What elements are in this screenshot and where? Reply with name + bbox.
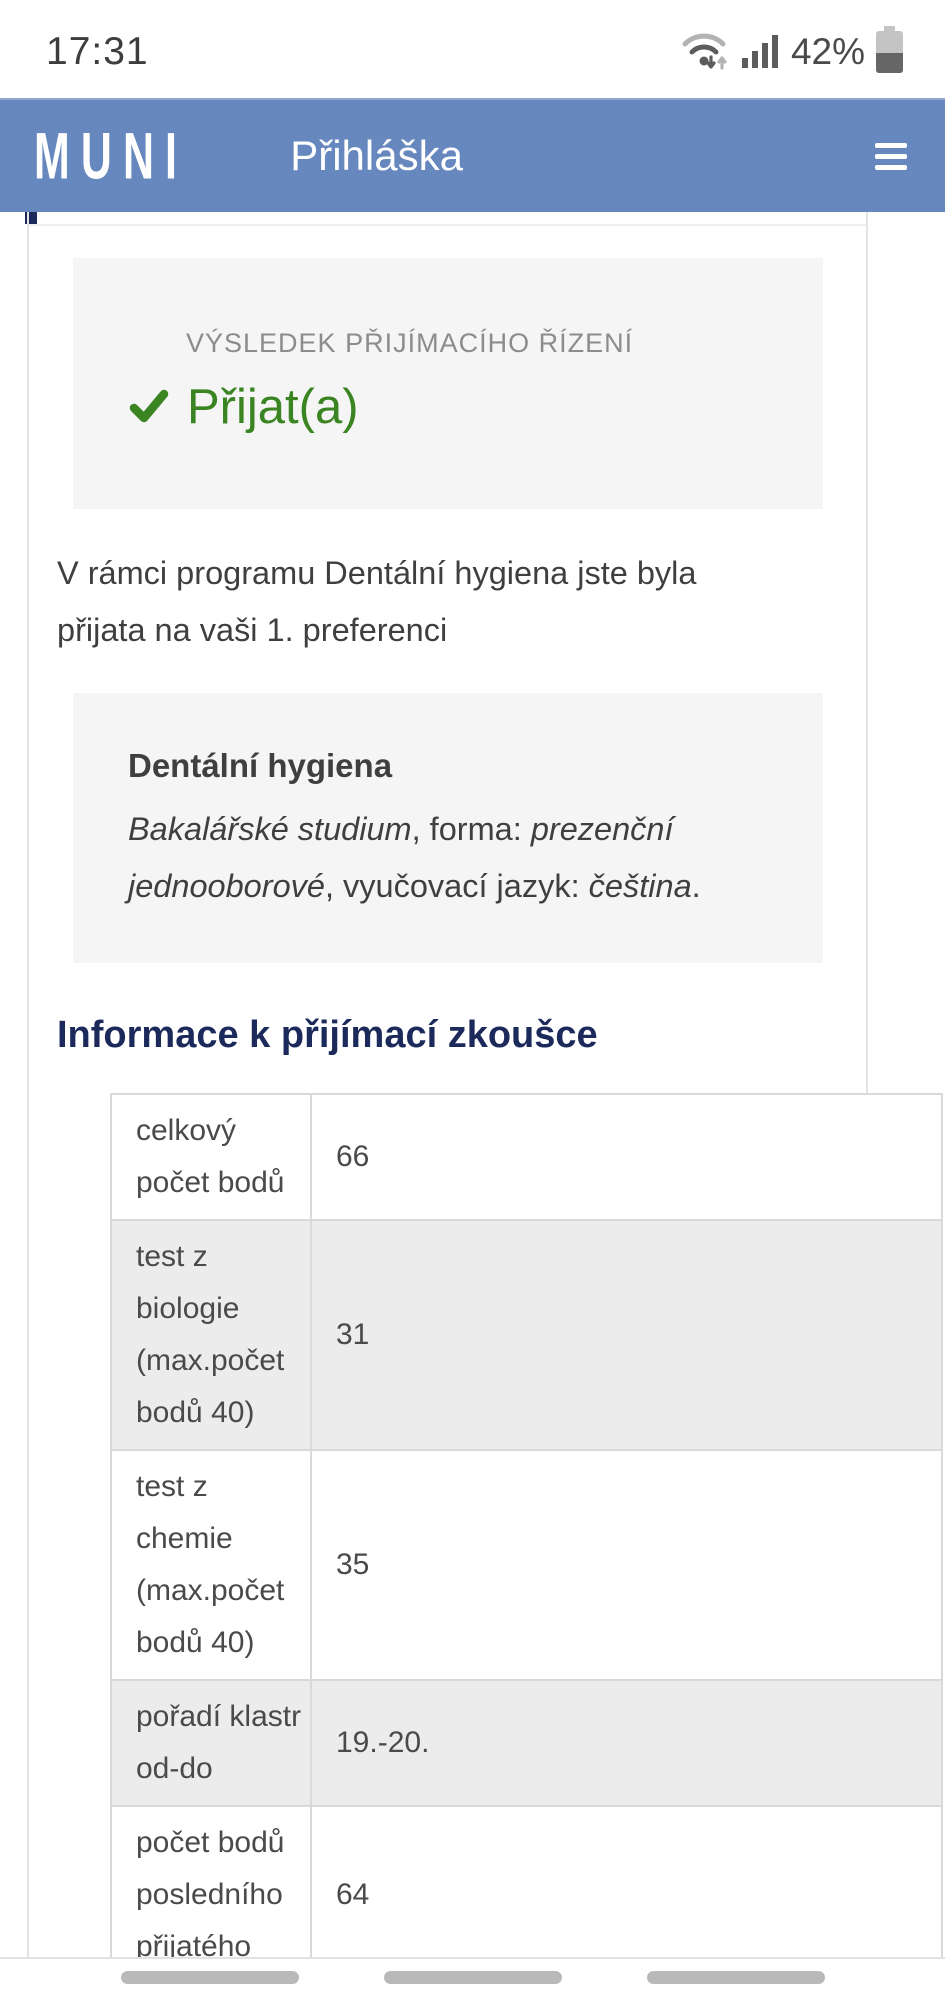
battery-icon xyxy=(876,26,903,78)
row-label: pořadí klastr od-do xyxy=(110,1679,312,1807)
nav-pill-home[interactable] xyxy=(383,1970,562,1984)
row-value: 19.-20. xyxy=(310,1679,943,1807)
muni-logo: MUNI xyxy=(34,118,189,194)
bottom-nav-bar xyxy=(0,1957,945,1995)
status-bar: 17:31 42% xyxy=(0,0,945,98)
result-status: Přijat(a) xyxy=(187,380,359,434)
admission-table: celkový počet bodů 66 test z biologie (m… xyxy=(110,1093,943,1985)
page-title: Přihláška xyxy=(290,132,463,179)
row-value: 64 xyxy=(310,1805,943,1985)
nav-pill-recents[interactable] xyxy=(120,1970,299,1984)
app-header: MUNI Přihláška xyxy=(0,98,945,212)
menu-button[interactable] xyxy=(871,135,911,178)
result-box: VÝSLEDEK PŘIJÍMACÍHO ŘÍZENÍ Přijat(a) xyxy=(73,258,823,509)
table-row: počet bodů posledního přijatého 64 xyxy=(110,1805,943,1985)
wifi-icon xyxy=(681,29,729,76)
program-box: Dentální hygiena Bakalářské studium, for… xyxy=(73,693,823,963)
content-top-border xyxy=(29,224,866,226)
battery-percent: 42% xyxy=(790,31,865,72)
intro-paragraph: V rámci programu Dentální hygiena jste b… xyxy=(57,555,697,648)
result-status-line: Přijat(a) xyxy=(128,379,823,435)
signal-icon xyxy=(740,30,780,75)
page-content: VÝSLEDEK PŘIJÍMACÍHO ŘÍZENÍ Přijat(a) V … xyxy=(0,212,945,1995)
section-title: Informace k přijímací zkoušce xyxy=(57,1014,598,1056)
program-name: Dentální hygiena xyxy=(128,747,393,784)
content-left-border xyxy=(27,212,29,1957)
table-row: celkový počet bodů 66 xyxy=(110,1093,943,1221)
table-row: pořadí klastr od-do 19.-20. xyxy=(110,1679,943,1807)
row-label: celkový počet bodů xyxy=(110,1093,312,1221)
table-row: test z biologie (max.počet bodů 40) 31 xyxy=(110,1219,943,1451)
row-label: test z biologie (max.počet bodů 40) xyxy=(110,1219,312,1451)
result-label: VÝSLEDEK PŘIJÍMACÍHO ŘÍZENÍ xyxy=(186,328,634,358)
status-icons: 42% xyxy=(681,26,903,78)
check-icon xyxy=(128,385,170,430)
clock: 17:31 xyxy=(46,30,149,73)
content-right-border xyxy=(866,212,868,1093)
row-value: 31 xyxy=(310,1219,943,1451)
row-label: test z chemie (max.počet bodů 40) xyxy=(110,1449,312,1681)
program-description: Bakalářské studium, forma: prezenční jed… xyxy=(128,811,701,904)
table-row: test z chemie (max.počet bodů 40) 35 xyxy=(110,1449,943,1681)
nav-pill-back[interactable] xyxy=(646,1970,825,1984)
row-value: 66 xyxy=(310,1093,943,1221)
hamburger-icon xyxy=(875,142,907,148)
admission-table-wrap: celkový počet bodů 66 test z biologie (m… xyxy=(110,1093,943,1985)
row-value: 35 xyxy=(310,1449,943,1681)
